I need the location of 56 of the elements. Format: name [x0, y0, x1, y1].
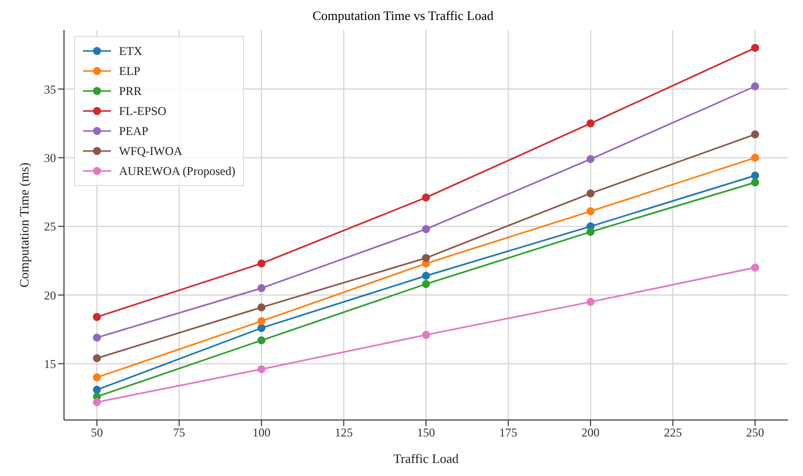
- y-axis-title: Computation Time (ms): [16, 162, 32, 288]
- point: [422, 194, 430, 202]
- point: [751, 154, 760, 162]
- point: [257, 324, 266, 332]
- point: [257, 303, 266, 312]
- legend-label: ETX: [119, 44, 142, 58]
- y-tick-label: 30: [44, 150, 56, 165]
- point: [92, 398, 101, 406]
- x-tick-label: 75: [173, 426, 186, 440]
- point: [751, 44, 760, 52]
- point: [92, 373, 101, 382]
- x-tick-label: 125: [334, 426, 353, 440]
- y-tick-label: 35: [44, 82, 56, 96]
- point: [586, 119, 595, 128]
- point: [92, 354, 101, 362]
- x-tick-label: 200: [582, 426, 600, 440]
- point: [586, 189, 595, 198]
- point: [422, 280, 430, 288]
- point: [751, 172, 760, 180]
- legend-label: PEAP: [119, 124, 148, 138]
- point: [586, 207, 595, 216]
- x-tick-label: 175: [499, 426, 518, 440]
- point: [257, 284, 266, 292]
- point: [257, 336, 266, 344]
- point: [586, 228, 595, 236]
- point: [422, 254, 430, 262]
- point: [257, 317, 266, 326]
- point: [92, 313, 101, 322]
- point: [92, 386, 101, 394]
- point: [422, 272, 430, 280]
- legend-label: AUREWOA (Proposed): [119, 164, 236, 178]
- x-tick-label: 150: [417, 426, 435, 440]
- point: [422, 225, 430, 234]
- point: [751, 82, 760, 90]
- point: [586, 155, 595, 164]
- legend-label: WFQ-IWOA: [119, 144, 182, 158]
- point: [257, 259, 266, 268]
- point: [257, 365, 266, 374]
- y-tick-label: 15: [44, 356, 56, 371]
- point: [92, 334, 101, 342]
- legend-label: PRR: [119, 84, 142, 98]
- legend-label: ELP: [119, 64, 140, 78]
- y-tick-label: 25: [44, 220, 56, 234]
- chart-title: Computation Time vs Traffic Load: [311, 8, 495, 25]
- x-tick-label: 50: [90, 426, 103, 440]
- y-tick-label: 20: [44, 288, 56, 302]
- point: [751, 178, 760, 186]
- legend-label: FL-EPSO: [119, 104, 166, 118]
- x-tick-label: 100: [252, 426, 270, 440]
- x-tick-label: 250: [746, 426, 764, 440]
- point: [751, 264, 760, 272]
- x-axis-title: Traffic Load: [393, 451, 460, 466]
- x-tick-label: 225: [664, 426, 682, 440]
- point: [586, 298, 595, 306]
- point: [751, 130, 760, 138]
- point: [422, 330, 430, 339]
